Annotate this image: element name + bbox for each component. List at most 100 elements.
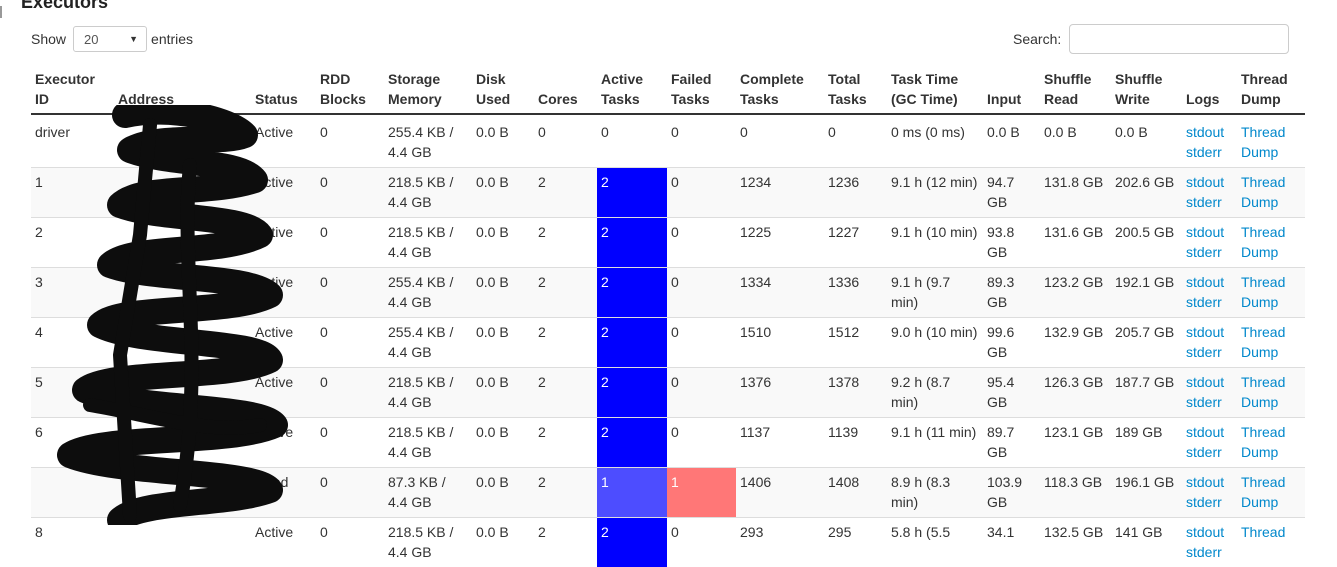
stdout-link[interactable]: stdout <box>1186 372 1233 392</box>
shuffle-read-cell: 131.8 GB <box>1040 168 1111 218</box>
column-header[interactable]: Failed Tasks <box>667 65 736 114</box>
active-tasks-cell: 1 <box>597 468 667 518</box>
disk-used-cell: 0.0 B <box>472 218 534 268</box>
stdout-link[interactable]: stdout <box>1186 322 1233 342</box>
column-header[interactable]: Shuffle Read <box>1040 65 1111 114</box>
stderr-link[interactable]: stderr <box>1186 542 1233 562</box>
shuffle-write-cell: 189 GB <box>1111 418 1182 468</box>
column-header[interactable]: Storage Memory <box>384 65 472 114</box>
thread-dump-cell: Thread Dump <box>1237 218 1305 268</box>
active-tasks-cell: 2 <box>597 268 667 318</box>
stdout-link[interactable]: stdout <box>1186 122 1233 142</box>
stderr-link[interactable]: stderr <box>1186 392 1233 412</box>
task-time-cell: 9.1 h (10 min) <box>887 218 983 268</box>
thread-dump-cell: Thread Dump <box>1237 368 1305 418</box>
thread-dump-cell: Thread Dump <box>1237 318 1305 368</box>
input-cell: 89.3 GB <box>983 268 1040 318</box>
status-cell: Active <box>251 218 316 268</box>
stderr-link[interactable]: stderr <box>1186 142 1233 162</box>
thread-dump-link[interactable]: Thread Dump <box>1241 372 1301 412</box>
task-time-cell: 0 ms (0 ms) <box>887 114 983 168</box>
shuffle-read-cell: 131.6 GB <box>1040 218 1111 268</box>
cores-cell: 2 <box>534 418 597 468</box>
column-header[interactable]: Logs <box>1182 65 1237 114</box>
thread-dump-link[interactable]: Thread Dump <box>1241 472 1301 512</box>
shuffle-read-cell: 123.2 GB <box>1040 268 1111 318</box>
thread-dump-link[interactable]: Thread Dump <box>1241 122 1301 162</box>
rdd-blocks-cell: 0 <box>316 114 384 168</box>
stdout-link[interactable]: stdout <box>1186 222 1233 242</box>
cores-cell: 2 <box>534 168 597 218</box>
stdout-link[interactable]: stdout <box>1186 422 1233 442</box>
column-header[interactable]: Active Tasks <box>597 65 667 114</box>
status-cell: Active <box>251 168 316 218</box>
storage-memory-cell: 218.5 KB / 4.4 GB <box>384 418 472 468</box>
active-tasks-cell: 2 <box>597 168 667 218</box>
stderr-link[interactable]: stderr <box>1186 292 1233 312</box>
stdout-link[interactable]: stdout <box>1186 472 1233 492</box>
column-header[interactable]: Status <box>251 65 316 114</box>
column-header[interactable]: Shuffle Write <box>1111 65 1182 114</box>
thread-dump-link[interactable]: Thread Dump <box>1241 272 1301 312</box>
disk-used-cell: 0.0 B <box>472 468 534 518</box>
address-cell <box>114 418 251 468</box>
column-header[interactable]: RDD Blocks <box>316 65 384 114</box>
thread-dump-link[interactable]: Thread Dump <box>1241 222 1301 262</box>
address-cell <box>114 218 251 268</box>
storage-memory-cell: 218.5 KB / 4.4 GB <box>384 368 472 418</box>
disk-used-cell: 0.0 B <box>472 268 534 318</box>
address-cell <box>114 268 251 318</box>
stderr-link[interactable]: stderr <box>1186 192 1233 212</box>
entries-control: Show 20 ▼ entries <box>31 24 193 54</box>
cores-cell: 0 <box>534 114 597 168</box>
column-header[interactable]: Cores <box>534 65 597 114</box>
search-input[interactable] <box>1069 24 1289 54</box>
stderr-link[interactable]: stderr <box>1186 342 1233 362</box>
thread-dump-cell: Thread Dump <box>1237 418 1305 468</box>
status-cell: Dead <box>251 468 316 518</box>
disk-used-cell: 0.0 B <box>472 114 534 168</box>
failed-tasks-cell: 0 <box>667 218 736 268</box>
cores-cell: 2 <box>534 218 597 268</box>
total-tasks-cell: 1378 <box>824 368 887 418</box>
column-header[interactable]: Thread Dump <box>1237 65 1305 114</box>
active-tasks-cell: 2 <box>597 218 667 268</box>
stderr-link[interactable]: stderr <box>1186 442 1233 462</box>
total-tasks-cell: 1512 <box>824 318 887 368</box>
address-cell <box>114 468 251 518</box>
entries-select[interactable]: 20 ▼ <box>73 26 147 52</box>
shuffle-write-cell: 192.1 GB <box>1111 268 1182 318</box>
stdout-link[interactable]: stdout <box>1186 522 1233 542</box>
shuffle-write-cell: 205.7 GB <box>1111 318 1182 368</box>
column-header[interactable]: Disk Used <box>472 65 534 114</box>
column-header[interactable]: Complete Tasks <box>736 65 824 114</box>
total-tasks-cell: 1336 <box>824 268 887 318</box>
stderr-link[interactable]: stderr <box>1186 492 1233 512</box>
task-time-cell: 8.9 h (8.3 min) <box>887 468 983 518</box>
column-header[interactable]: Task Time (GC Time) <box>887 65 983 114</box>
stdout-link[interactable]: stdout <box>1186 172 1233 192</box>
input-cell: 93.8 GB <box>983 218 1040 268</box>
column-header[interactable]: Executor ID <box>31 65 114 114</box>
thread-dump-link[interactable]: Thread Dump <box>1241 172 1301 212</box>
stdout-link[interactable]: stdout <box>1186 272 1233 292</box>
thread-dump-link[interactable]: Thread <box>1241 522 1301 542</box>
cores-cell: 2 <box>534 368 597 418</box>
show-label: Show <box>31 31 66 47</box>
cores-cell: 2 <box>534 468 597 518</box>
complete-tasks-cell: 0 <box>736 114 824 168</box>
address-cell <box>114 368 251 418</box>
thread-dump-link[interactable]: Thread Dump <box>1241 322 1301 362</box>
rdd-blocks-cell: 0 <box>316 168 384 218</box>
column-header[interactable]: Total Tasks <box>824 65 887 114</box>
column-header[interactable]: Input <box>983 65 1040 114</box>
active-tasks-cell: 2 <box>597 368 667 418</box>
shuffle-write-cell: 196.1 GB <box>1111 468 1182 518</box>
stderr-link[interactable]: stderr <box>1186 242 1233 262</box>
task-time-cell: 9.1 h (12 min) <box>887 168 983 218</box>
thread-dump-link[interactable]: Thread Dump <box>1241 422 1301 462</box>
column-header[interactable]: Address <box>114 65 251 114</box>
